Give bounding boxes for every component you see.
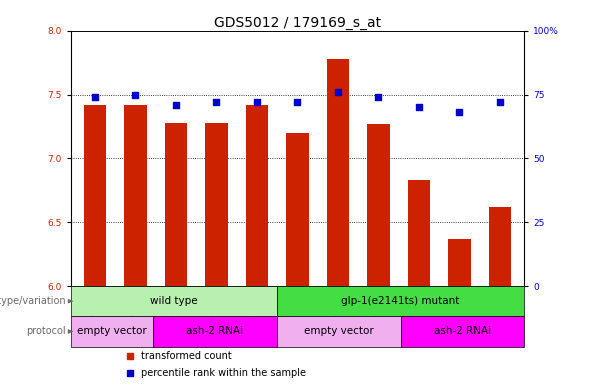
Text: transformed count: transformed count xyxy=(141,351,231,361)
Bar xyxy=(153,316,277,347)
Bar xyxy=(165,122,187,286)
Bar xyxy=(368,124,389,286)
Point xyxy=(333,89,343,95)
Text: wild type: wild type xyxy=(150,296,197,306)
Text: empty vector: empty vector xyxy=(77,326,147,336)
Bar xyxy=(489,207,511,286)
Bar xyxy=(246,105,268,286)
Bar xyxy=(286,133,309,286)
Point xyxy=(252,99,262,105)
Point xyxy=(374,94,383,100)
Bar xyxy=(408,180,430,286)
Bar xyxy=(401,316,524,347)
Bar xyxy=(84,105,106,286)
Bar xyxy=(206,122,227,286)
Bar xyxy=(327,59,349,286)
Text: protocol: protocol xyxy=(27,326,66,336)
Bar xyxy=(124,105,147,286)
Point xyxy=(90,94,100,100)
Point xyxy=(171,102,181,108)
Point xyxy=(414,104,423,110)
Text: genotype/variation: genotype/variation xyxy=(0,296,66,306)
Text: ash-2 RNAi: ash-2 RNAi xyxy=(434,326,491,336)
Point xyxy=(455,109,464,116)
Title: GDS5012 / 179169_s_at: GDS5012 / 179169_s_at xyxy=(214,16,381,30)
Text: glp-1(e2141ts) mutant: glp-1(e2141ts) mutant xyxy=(342,296,459,306)
Text: empty vector: empty vector xyxy=(304,326,373,336)
Bar xyxy=(448,239,471,286)
Bar xyxy=(71,286,277,316)
Bar xyxy=(71,316,153,347)
Point xyxy=(212,99,221,105)
Point xyxy=(495,99,505,105)
Point xyxy=(131,91,140,98)
Bar xyxy=(277,316,401,347)
Bar xyxy=(277,286,524,316)
Point xyxy=(293,99,302,105)
Text: percentile rank within the sample: percentile rank within the sample xyxy=(141,368,306,378)
Text: ash-2 RNAi: ash-2 RNAi xyxy=(187,326,243,336)
